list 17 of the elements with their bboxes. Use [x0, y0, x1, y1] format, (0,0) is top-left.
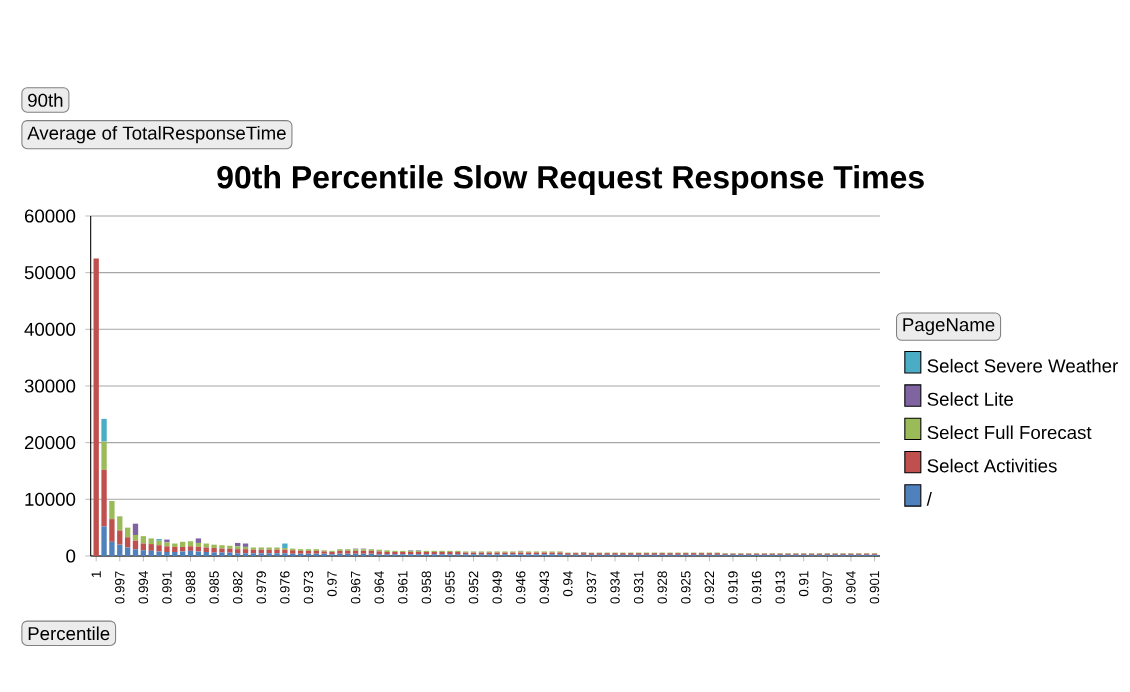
legend-label: / — [926, 492, 932, 506]
x-axis-title: Percentile — [28, 626, 110, 641]
legend-label: Select Lite — [927, 392, 1013, 406]
legend-title: PageName — [903, 318, 995, 336]
y-tick-label: 60000 — [24, 209, 76, 223]
y-tick-label: 50000 — [24, 266, 76, 280]
chart-title: 90th Percentile Slow Request Response Times — [217, 165, 924, 195]
text: Average of TotalResponseTime — [27, 125, 286, 144]
y-tick-label: 30000 — [24, 379, 76, 393]
y-tick-label: 40000 — [24, 322, 76, 336]
y-tick-label: 0 — [66, 549, 76, 563]
legend-label: Select Full Forecast — [927, 425, 1092, 440]
text: 90th — [28, 93, 63, 107]
y-tick-label: 20000 — [24, 436, 76, 450]
y-tick-label: 10000 — [25, 492, 76, 506]
legend-label: Select Activities — [927, 458, 1057, 473]
legend-label: Select Severe Weather — [927, 358, 1118, 373]
